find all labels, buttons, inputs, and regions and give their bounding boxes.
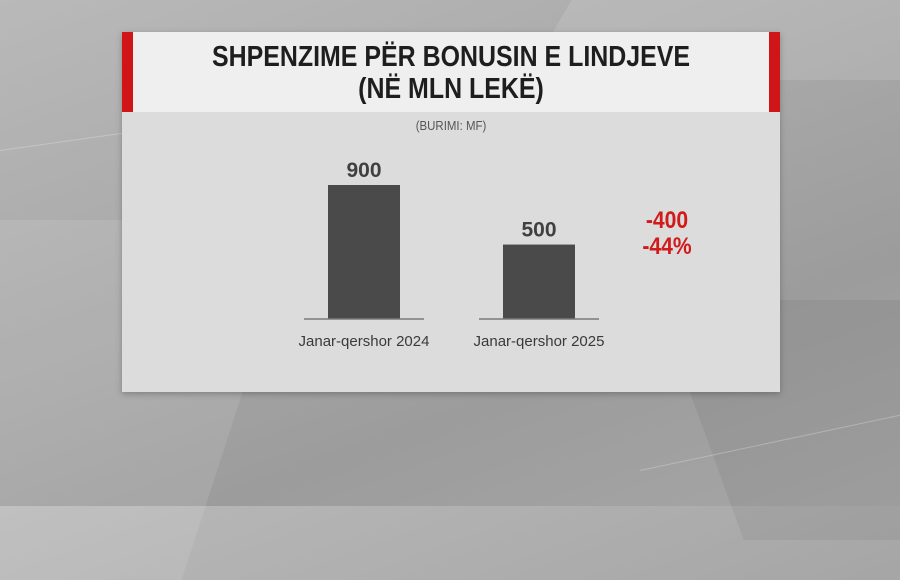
- chart-panel: SHPENZIME PËR BONUSIN E LINDJEVE (NË MLN…: [122, 32, 780, 392]
- category-label: Janar-qershor 2025: [474, 333, 605, 350]
- chart-title-line-2: (NË MLN LEKË): [358, 73, 544, 105]
- bar-value-label: 500: [521, 219, 556, 242]
- chart-title: SHPENZIME PËR BONUSIN E LINDJEVE (NË MLN…: [185, 41, 716, 105]
- accent-bar-right: [769, 32, 780, 112]
- category-label: Janar-qershor 2024: [299, 333, 430, 350]
- source-note: (BURIMI: MF): [415, 118, 487, 133]
- change-annotation: -400 -44%: [627, 208, 706, 260]
- title-bar: SHPENZIME PËR BONUSIN E LINDJEVE (NË MLN…: [122, 32, 780, 112]
- change-absolute: -400: [645, 207, 689, 234]
- bar-value-label: 900: [346, 159, 381, 182]
- change-percent: -44%: [642, 233, 692, 260]
- background-line: [639, 407, 900, 471]
- bar: [503, 244, 575, 319]
- bar-chart: 900 Janar-qershor 2024 500 Janar-qershor 20…: [299, 159, 605, 350]
- accent-bar-left: [122, 32, 133, 112]
- chart-title-line-1: SHPENZIME PËR BONUSIN E LINDJEVE: [211, 41, 691, 73]
- bar: [328, 185, 400, 319]
